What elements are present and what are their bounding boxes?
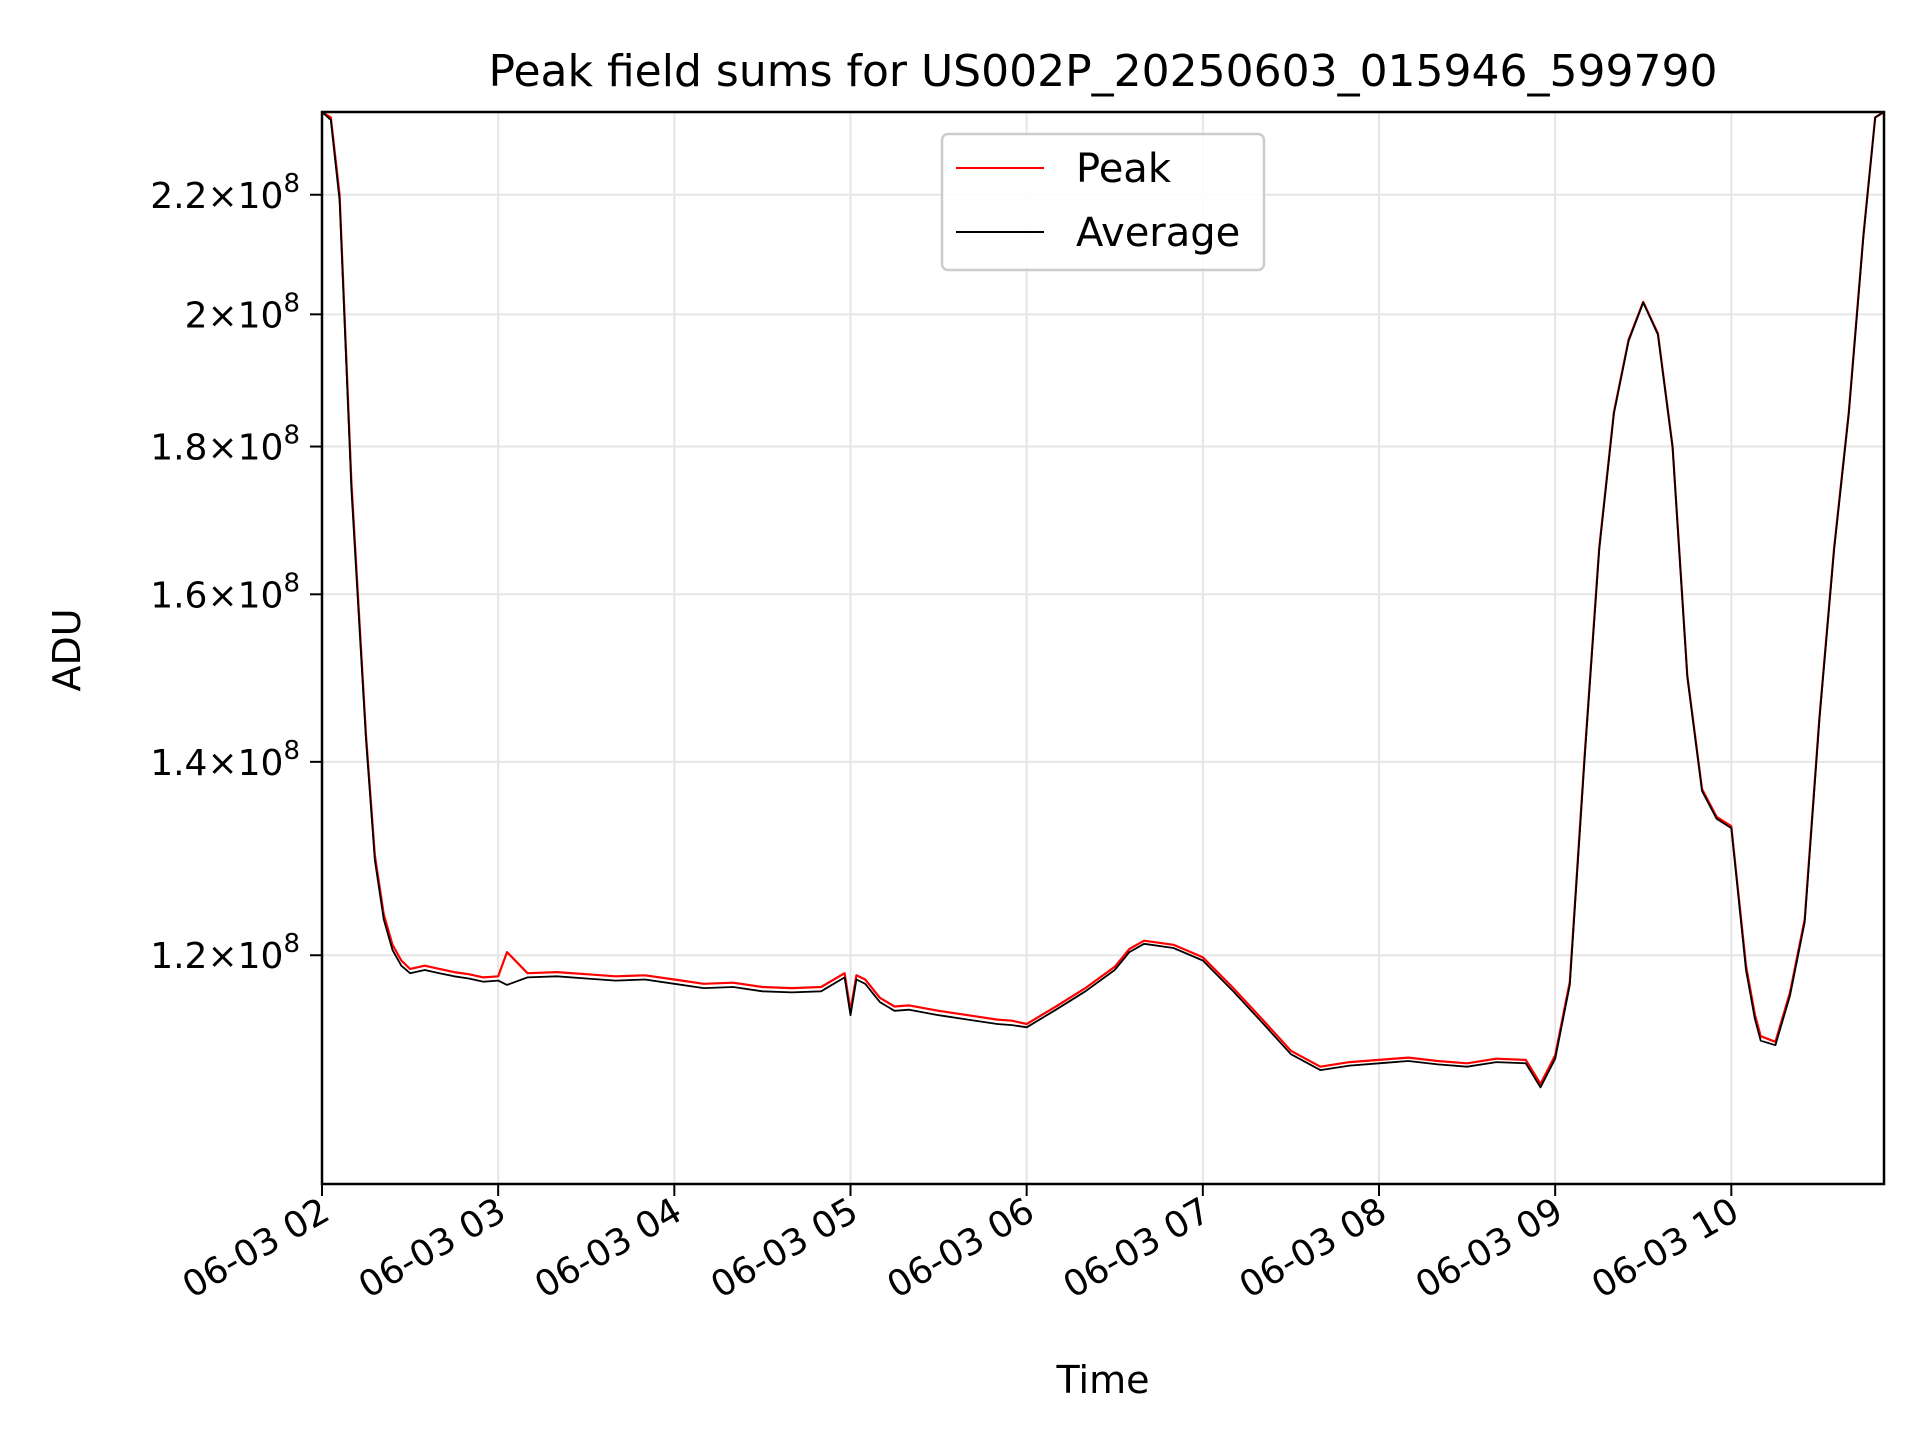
chart-title: Peak field sums for US002P_20250603_0159… bbox=[489, 46, 1718, 97]
y-tick-label: 1.2×108 bbox=[150, 929, 300, 977]
series-lines bbox=[321, 111, 1885, 1089]
legend-label-peak: Peak bbox=[1076, 146, 1172, 192]
y-tick-label: 1.8×108 bbox=[150, 421, 300, 469]
y-axis-ticks: 1.2×108 1.4×108 1.6×108 1.8×108 2×108 2.2×108 bbox=[150, 169, 322, 977]
plot-frame bbox=[320, 110, 1886, 1186]
x-axis-label: Time bbox=[1056, 1358, 1150, 1402]
legend: Peak Average bbox=[940, 132, 1266, 272]
series-line-average bbox=[321, 111, 1885, 1089]
y-tick-label: 1.6×108 bbox=[150, 568, 300, 616]
y-tick-label: 1.4×108 bbox=[150, 736, 300, 784]
legend-label-average: Average bbox=[1076, 210, 1240, 256]
y-axis-label: ADU bbox=[45, 608, 89, 691]
y-tick-label: 2.2×108 bbox=[150, 169, 300, 217]
y-tick-label: 2×108 bbox=[185, 288, 300, 336]
